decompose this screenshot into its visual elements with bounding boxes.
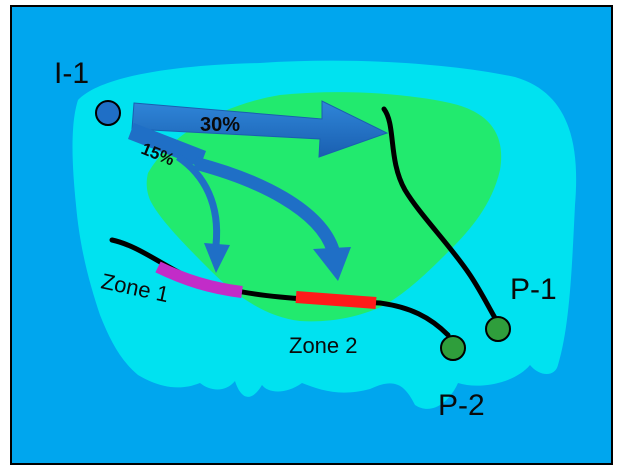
zone-2-marker [295,291,377,309]
flow-arrows [128,100,389,281]
label-p1: P-1 [510,273,557,306]
producer-well-p2[interactable] [440,335,466,361]
flow-arrow-15pct [128,123,206,167]
flow-arrow-to-zone-1 [176,154,221,246]
flow-arrow-to-p1 [131,100,389,158]
label-zone-2: Zone 2 [289,333,358,358]
flow-arrowhead-zone-1 [204,243,230,273]
producer-well-p1[interactable] [485,316,511,342]
reservoir-diagram: I-1 P-1 P-2 Zone 1 Zone 2 30% 15% [10,5,613,465]
well-path-p1 [381,106,501,326]
label-p2: P-2 [438,389,485,422]
label-i1: I-1 [54,57,89,90]
flow-arrowhead-zone-2 [313,247,351,281]
flow-arrow-to-zone-2 [193,156,340,253]
inner-region [146,92,502,322]
zone-1-marker [155,261,243,298]
flow-label-30pct: 30% [200,114,240,136]
injector-well-i1[interactable] [95,100,121,126]
